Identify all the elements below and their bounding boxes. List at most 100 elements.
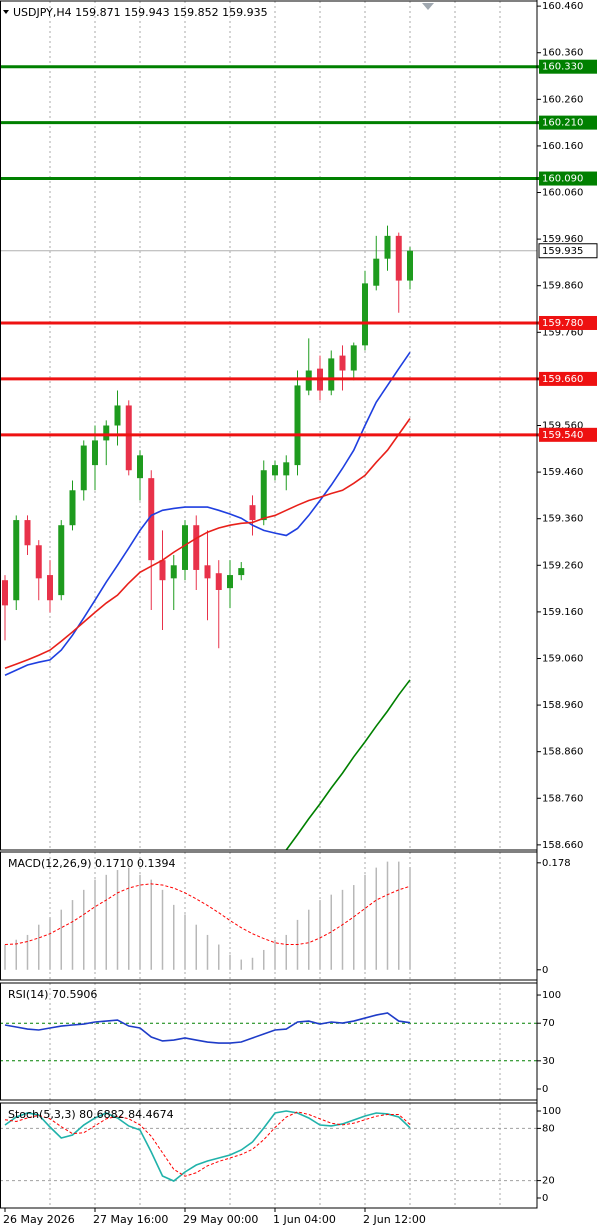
candle-body	[92, 440, 98, 466]
y-tick-label: 0.178	[542, 858, 571, 869]
indicator-line	[4, 1012, 411, 1044]
y-tick-label: 160.460	[542, 1, 583, 12]
y-tick-label: 70	[542, 1018, 555, 1029]
x-tick-label: 1 Jun 04:00	[273, 1213, 336, 1226]
histogram-bar	[173, 904, 175, 970]
histogram-bar	[308, 909, 310, 970]
histogram-bar	[15, 939, 17, 970]
candle-body	[193, 525, 200, 570]
y-tick-label: 100	[542, 990, 561, 1001]
candle-body	[80, 445, 87, 491]
candle-body	[58, 525, 65, 596]
y-tick-label: 158.860	[542, 747, 583, 758]
y-tick-label: 0	[542, 1084, 548, 1095]
y-tick-label: 159.460	[542, 467, 583, 478]
price-level-label: 159.780	[542, 318, 583, 329]
plot-area	[0, 1, 537, 850]
x-tick-label: 29 May 00:00	[183, 1213, 258, 1226]
price-level-label: 159.660	[542, 374, 583, 385]
y-tick-label: 0	[542, 1193, 548, 1204]
candle-body	[170, 565, 177, 579]
candle-body	[182, 525, 188, 570]
indicator-line	[4, 1110, 411, 1182]
x-tick-label: 27 May 16:00	[93, 1213, 168, 1226]
candle-body	[249, 505, 256, 521]
histogram-bar	[206, 934, 209, 970]
y-tick-label: 0	[542, 965, 548, 976]
price-level-box	[539, 171, 597, 186]
histogram-bar	[319, 900, 321, 970]
histogram-bar	[398, 861, 400, 970]
indicator-line	[4, 418, 411, 670]
histogram-bar	[386, 861, 389, 970]
indicator-line	[285, 679, 411, 850]
indicator-line	[4, 883, 411, 946]
candle-body	[238, 568, 245, 576]
histogram-bar	[285, 934, 287, 970]
histogram-bar	[195, 924, 197, 970]
candle-body	[159, 560, 166, 581]
candle-body	[125, 405, 132, 471]
histogram-bar	[409, 867, 411, 970]
candle-body	[328, 358, 335, 391]
price-level-label: 160.090	[542, 174, 583, 185]
histogram-bar	[263, 949, 265, 970]
indicator-line	[4, 1111, 411, 1177]
histogram-bar	[26, 934, 29, 970]
histogram-bar	[4, 944, 6, 970]
y-tick-label: 159.160	[542, 607, 583, 618]
histogram-bar	[375, 867, 377, 970]
candle-body	[103, 425, 110, 441]
y-tick-label: 20	[542, 1176, 555, 1187]
histogram-bar	[116, 870, 119, 970]
histogram-bar	[60, 909, 62, 970]
candle-body	[204, 565, 211, 579]
y-tick-label: 160.160	[542, 141, 583, 152]
panel-title: Stoch(5,3,3) 80.6882 84.4674	[8, 1108, 174, 1121]
candle-body	[407, 250, 413, 281]
candle-body	[215, 573, 222, 590]
histogram-bar	[161, 889, 164, 970]
y-tick-label: 159.260	[542, 560, 583, 571]
scroll-marker	[422, 3, 434, 10]
candle-body	[272, 465, 278, 476]
candle-body	[362, 283, 368, 346]
histogram-bar	[83, 889, 85, 970]
histogram-bar	[218, 944, 220, 970]
candle-body	[2, 580, 8, 606]
candle-body	[35, 545, 42, 579]
indicator-line	[4, 351, 411, 676]
price-level-box	[539, 315, 597, 330]
candle-body	[384, 235, 391, 259]
histogram-bar	[274, 939, 276, 970]
candle-body	[114, 405, 121, 426]
histogram-bar	[184, 914, 186, 970]
histogram-bar	[128, 867, 130, 970]
plot-area	[0, 983, 537, 1100]
histogram-bar	[353, 885, 355, 970]
histogram-bar	[364, 874, 366, 970]
candle-body	[283, 462, 290, 476]
panel-title: RSI(14) 70.5906	[8, 988, 97, 1001]
histogram-bar	[38, 924, 40, 970]
candle-body	[395, 235, 402, 281]
current-price-label: 159.935	[542, 246, 583, 257]
price-level-box	[539, 59, 597, 74]
price-level-label: 160.210	[542, 118, 583, 129]
price-level-label: 159.540	[542, 430, 583, 441]
current-price-box	[538, 243, 598, 259]
candle-body	[227, 575, 233, 589]
y-tick-label: 100	[542, 1106, 561, 1117]
y-tick-label: 158.760	[542, 793, 583, 804]
price-level-box	[539, 115, 597, 130]
y-tick-label: 160.360	[542, 48, 583, 59]
histogram-bar	[49, 917, 51, 970]
histogram-bar	[341, 889, 344, 970]
candle-body	[137, 455, 143, 479]
candle-body	[13, 520, 20, 601]
histogram-bar	[229, 954, 231, 970]
y-tick-label: 159.760	[542, 327, 583, 338]
